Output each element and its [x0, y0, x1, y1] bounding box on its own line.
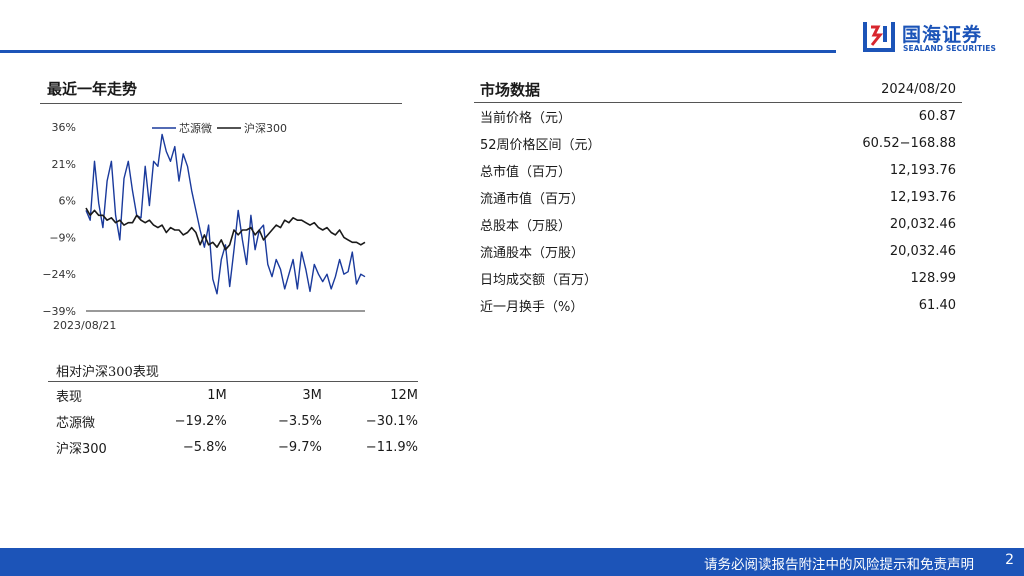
x-tick-label: 2023/08/21	[53, 319, 116, 332]
market-value: 128.99	[910, 271, 957, 286]
perf-cell: −11.9%	[365, 439, 418, 455]
logo-mark-icon	[863, 22, 895, 52]
market-label: 日均成交额（百万）	[480, 273, 598, 288]
y-tick-label: 6%	[59, 195, 76, 208]
price-trend-chart: 36% 21% 6% −9% −24% −39% 2023/08/21 芯源微 沪深300	[40, 112, 380, 334]
header-rule	[0, 50, 836, 53]
market-value: 60.52−168.88	[862, 136, 956, 151]
market-value: 60.87	[918, 109, 956, 124]
trend-title: 最近一年走势	[47, 80, 138, 98]
market-value: 12,193.76	[889, 163, 956, 178]
relative-performance-table: 表现 1M 3M 12M 芯源微 −19.2% −3.5% −30.1% 沪深3…	[48, 381, 418, 460]
perf-cell: −9.7%	[277, 439, 322, 455]
table-row: 流通股本（万股） 20,032.46	[474, 238, 962, 265]
perf-header-row: 表现 1M 3M 12M	[48, 381, 418, 409]
logo-text-en: SEALAND SECURITIES	[903, 44, 996, 53]
trend-title-rule	[40, 103, 402, 104]
table-row: 52周价格区间（元） 60.52−168.88	[474, 130, 962, 157]
market-label: 52周价格区间（元）	[480, 138, 601, 153]
perf-cell: −30.1%	[365, 413, 418, 429]
y-tick-label: 21%	[52, 158, 76, 171]
y-tick-label: −24%	[42, 268, 76, 281]
market-value: 61.40	[918, 298, 956, 313]
market-label: 当前价格（元）	[480, 111, 572, 126]
market-value: 12,193.76	[889, 190, 956, 205]
series-line-stock	[85, 133, 366, 295]
market-label: 总股本（万股）	[480, 219, 572, 234]
perf-header-cell: 12M	[390, 387, 418, 403]
y-tick-label: −9%	[49, 231, 76, 244]
market-label: 近一月换手（%）	[480, 300, 584, 315]
table-row: 流通市值（百万） 12,193.76	[474, 184, 962, 211]
chart-canvas: 36% 21% 6% −9% −24% −39%2023/08/21 芯源微 沪深300	[42, 121, 366, 332]
market-title: 市场数据	[474, 76, 746, 103]
page-number: 2	[1005, 552, 1014, 568]
table-row: 日均成交额（百万） 128.99	[474, 265, 962, 292]
market-label: 流通股本（万股）	[480, 246, 585, 261]
table-row: 总股本（万股） 20,032.46	[474, 211, 962, 238]
table-row: 沪深300 −5.8% −9.7% −11.9%	[48, 434, 418, 460]
legend-label: 沪深300	[244, 121, 287, 135]
y-tick-label: 36%	[52, 121, 76, 134]
company-logo: 国海证券 SEALAND SECURITIES	[862, 19, 1012, 55]
perf-header-cell: 1M	[207, 387, 227, 403]
market-value: 20,032.46	[889, 244, 956, 259]
perf-cell: −5.8%	[182, 439, 227, 455]
market-value: 20,032.46	[889, 217, 956, 232]
market-header-row: 市场数据 2024/08/20	[474, 76, 962, 103]
market-label: 流通市值（百万）	[480, 192, 585, 207]
series-line-index	[85, 207, 366, 251]
logo-text-cn: 国海证券	[902, 24, 983, 46]
table-row: 近一月换手（%） 61.40	[474, 292, 962, 319]
y-tick-label: −39%	[42, 305, 76, 318]
perf-header-cell: 3M	[302, 387, 322, 403]
footer-bar: 请务必阅读报告附注中的风险提示和免责声明 2	[0, 548, 1024, 576]
table-row: 芯源微 −19.2% −3.5% −30.1%	[48, 408, 418, 434]
perf-header-cell: 表现	[56, 389, 83, 405]
perf-cell: −19.2%	[174, 413, 227, 429]
market-date: 2024/08/20	[745, 76, 962, 103]
disclaimer-text: 请务必阅读报告附注中的风险提示和免责声明	[704, 557, 974, 573]
perf-row-label: 芯源微	[56, 415, 96, 431]
table-row: 当前价格（元） 60.87	[474, 103, 962, 131]
market-label: 总市值（百万）	[480, 165, 572, 180]
perf-row-label: 沪深300	[56, 441, 107, 457]
perf-cell: −3.5%	[277, 413, 322, 429]
perf-title: 相对沪深300表现	[56, 365, 159, 380]
table-row: 总市值（百万） 12,193.76	[474, 157, 962, 184]
market-data-table: 市场数据 2024/08/20 当前价格（元） 60.87 52周价格区间（元） 6…	[474, 76, 962, 319]
legend-label: 芯源微	[179, 121, 212, 135]
